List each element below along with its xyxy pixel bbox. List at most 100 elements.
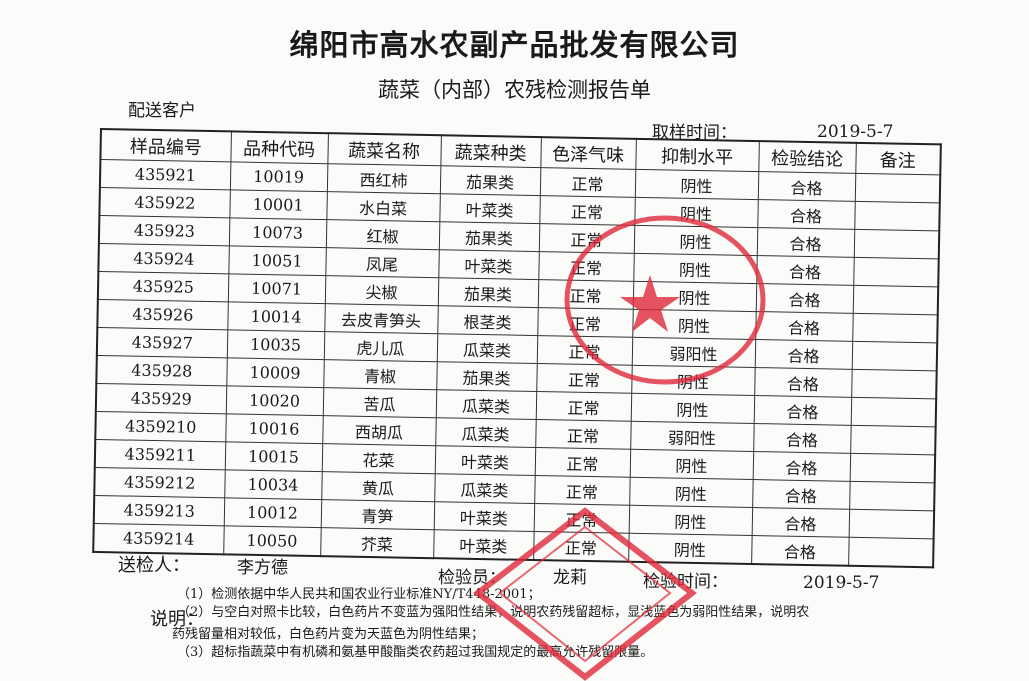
table-cell bbox=[853, 257, 939, 287]
table-cell: 正常 bbox=[536, 363, 632, 394]
table-cell: 正常 bbox=[538, 223, 635, 254]
table-cell: 435925 bbox=[97, 271, 229, 302]
note-2-continued: 药残留量相对较低，白色药片变为天蓝色为阴性结果； bbox=[172, 627, 485, 642]
table-cell: 青笋 bbox=[320, 499, 435, 530]
table-cell: 4359211 bbox=[94, 439, 226, 470]
table-cell: 正常 bbox=[537, 279, 634, 310]
sample-time-label: 取样时间： bbox=[652, 123, 737, 143]
table-cell: 10016 bbox=[225, 413, 323, 444]
table-cell: 正常 bbox=[534, 447, 631, 478]
table-cell: 10009 bbox=[226, 357, 324, 388]
table-cell: 10050 bbox=[223, 525, 321, 557]
table-cell: 435923 bbox=[98, 215, 230, 246]
table-cell: 黄瓜 bbox=[321, 471, 435, 502]
table-cell: 正常 bbox=[536, 335, 633, 366]
table-cell: 芥菜 bbox=[320, 527, 434, 559]
table-cell: 合格 bbox=[753, 395, 852, 426]
table-cell: 435926 bbox=[97, 299, 228, 330]
table-cell: 4359214 bbox=[93, 523, 224, 555]
inspection-time-label: 检验时间： bbox=[643, 572, 728, 592]
table-cell bbox=[849, 481, 935, 511]
table-cell: 10014 bbox=[227, 301, 325, 332]
table-cell: 合格 bbox=[757, 171, 856, 202]
table-cell: 4359210 bbox=[95, 411, 226, 442]
table-cell: 瓜菜类 bbox=[436, 333, 538, 364]
column-header: 检验结论 bbox=[758, 141, 856, 174]
table-cell: 正常 bbox=[537, 307, 633, 338]
table-cell: 合格 bbox=[751, 535, 849, 566]
table-cell: 瓜菜类 bbox=[434, 473, 535, 504]
table-cell: 4359213 bbox=[93, 495, 225, 526]
table-cell: 叶菜类 bbox=[433, 529, 534, 561]
table-cell: 435929 bbox=[95, 383, 227, 414]
table-cell: 10073 bbox=[228, 217, 327, 248]
table-cell bbox=[852, 313, 938, 343]
table-cell: 尖椒 bbox=[324, 275, 439, 306]
table-cell bbox=[850, 425, 936, 455]
table-cell: 合格 bbox=[754, 339, 853, 370]
table-cell bbox=[854, 173, 941, 203]
table-cell: 弱阳性 bbox=[631, 337, 756, 368]
inspector-name: 龙莉 bbox=[553, 568, 587, 588]
table-cell: 叶菜类 bbox=[439, 193, 540, 224]
note-3: （3）超标指蔬菜中有机磷和氨基甲酸酯类农药超过我国规定的最高允许残留限量。 bbox=[177, 645, 654, 660]
sample-time: 2019-5-7 bbox=[817, 122, 894, 142]
table-cell: 阴性 bbox=[629, 449, 754, 480]
table-cell: 合格 bbox=[757, 199, 855, 230]
table-cell bbox=[848, 509, 935, 539]
table-cell: 茄果类 bbox=[439, 165, 541, 196]
table-cell: 4359212 bbox=[94, 467, 225, 498]
column-header: 样品编号 bbox=[100, 129, 231, 162]
table-cell: 青椒 bbox=[323, 359, 437, 390]
table-cell: 合格 bbox=[756, 255, 854, 286]
table-cell bbox=[852, 285, 939, 315]
table-cell: 阴性 bbox=[628, 533, 752, 565]
table-cell: 435922 bbox=[99, 187, 230, 218]
table-cell: 435928 bbox=[96, 355, 227, 386]
table-cell: 去皮青笋头 bbox=[324, 303, 438, 334]
table-cell: 茄果类 bbox=[437, 277, 539, 308]
table-cell: 茄果类 bbox=[436, 361, 537, 392]
table-cell: 阴性 bbox=[634, 197, 758, 228]
table-cell: 西红柿 bbox=[326, 163, 441, 194]
table-cell: 阴性 bbox=[633, 253, 757, 284]
column-header: 备注 bbox=[855, 142, 941, 175]
notes-label: 说明： bbox=[150, 609, 204, 630]
table-cell: 435924 bbox=[98, 243, 229, 274]
table-cell bbox=[851, 369, 937, 399]
table-cell bbox=[850, 397, 937, 427]
table-cell: 正常 bbox=[533, 503, 630, 534]
table-cell: 10001 bbox=[229, 189, 327, 220]
column-header: 色泽气味 bbox=[540, 137, 636, 170]
table-cell: 阴性 bbox=[632, 281, 757, 312]
table-cell: 红椒 bbox=[325, 219, 440, 250]
table-cell: 正常 bbox=[535, 391, 632, 422]
table-cell: 阴性 bbox=[630, 393, 755, 424]
table-cell: 阴性 bbox=[629, 477, 753, 508]
table-cell: 435921 bbox=[99, 159, 231, 190]
table-cell bbox=[851, 341, 938, 371]
table-cell: 10012 bbox=[223, 497, 322, 528]
table-cell: 凤尾 bbox=[325, 247, 439, 278]
table-cell: 阴性 bbox=[631, 365, 755, 396]
table-cell: 阴性 bbox=[633, 225, 758, 256]
table-cell: 阴性 bbox=[632, 309, 756, 340]
table-cell: 正常 bbox=[539, 195, 635, 226]
table-cell: 10015 bbox=[224, 441, 323, 472]
table-cell: 茄果类 bbox=[438, 221, 540, 252]
column-header: 蔬菜名称 bbox=[327, 133, 441, 166]
table-cell: 苦瓜 bbox=[322, 387, 437, 418]
table-cell: 10035 bbox=[226, 329, 325, 360]
table-cell bbox=[854, 201, 940, 231]
column-header: 蔬菜种类 bbox=[440, 135, 541, 168]
table-cell: 阴性 bbox=[634, 169, 759, 200]
table-cell: 10071 bbox=[227, 273, 326, 304]
table-cell: 水白菜 bbox=[326, 191, 440, 222]
table-cell: 叶菜类 bbox=[433, 501, 535, 532]
table-cell: 虎儿瓜 bbox=[323, 331, 438, 362]
sender-name: 李方德 bbox=[237, 558, 288, 578]
table-cell: 合格 bbox=[753, 423, 851, 454]
table-cell: 合格 bbox=[751, 507, 850, 538]
customer-label: 配送客户 bbox=[128, 101, 196, 121]
table-cell: 合格 bbox=[752, 451, 851, 482]
